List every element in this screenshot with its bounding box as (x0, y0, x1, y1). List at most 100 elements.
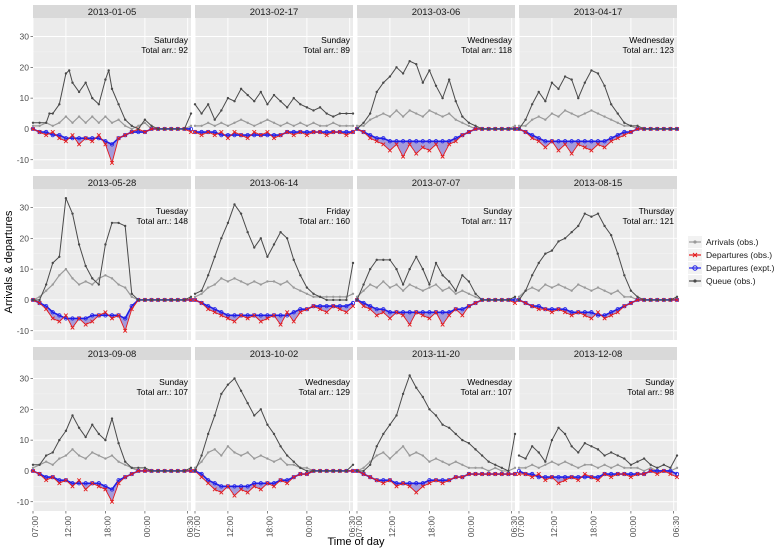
departures-expected-point (298, 307, 303, 312)
departures-expected-point (530, 304, 535, 309)
queue-point (292, 96, 295, 100)
queue-point (312, 292, 315, 295)
departures-expected-point (440, 139, 445, 144)
departures-expected-point (516, 468, 522, 474)
queue-point (408, 374, 411, 377)
departures-observed-point (407, 142, 412, 147)
queue-point (338, 469, 342, 473)
queue-point (253, 414, 256, 417)
departures-expected-point (628, 471, 634, 477)
arrivals-point (233, 451, 236, 454)
departures-expected-point (556, 139, 561, 144)
departures-expected-point (387, 310, 393, 315)
arrivals-point (272, 460, 276, 463)
departures-expected-point (562, 475, 568, 480)
queue-point (239, 389, 243, 393)
departures-observed-point (271, 484, 277, 489)
departures-observed-point (96, 132, 101, 138)
queue-point (325, 469, 328, 473)
queue-point (368, 463, 372, 466)
departures-observed-point (90, 481, 95, 486)
queue-point (474, 448, 477, 451)
arrivals-point (351, 124, 355, 128)
arrivals-point (362, 124, 365, 128)
departures-observed-point (523, 300, 528, 306)
departures-expected-point (212, 129, 217, 135)
queue-point (669, 298, 672, 302)
queue-point (544, 100, 547, 103)
departures-expected-point (129, 471, 134, 477)
arrivals-point (332, 295, 335, 299)
departures-observed-point (50, 474, 55, 480)
weekday-annotation: Saturday (154, 35, 189, 45)
arrivals-point (649, 466, 652, 470)
queue-point (64, 72, 68, 75)
queue-point (266, 255, 269, 258)
arrivals-point (279, 457, 282, 460)
arrivals-point (517, 466, 521, 470)
departures-observed-point (225, 484, 231, 489)
arrivals-point (220, 454, 223, 457)
queue-point (285, 237, 289, 240)
departures-expected-point (440, 478, 445, 483)
total-arrivals-annotation: Total arr.: 160 (298, 216, 350, 226)
departures-observed-point (530, 474, 535, 480)
departures-observed-point (460, 313, 465, 318)
departures-expected-point (668, 468, 673, 474)
departures-observed-point (304, 307, 310, 312)
departures-expected-point (427, 310, 432, 315)
arrivals-point (616, 121, 619, 124)
arrivals-point (467, 124, 471, 128)
arrivals-point (388, 115, 392, 118)
legend-label: Departures (obs.) (706, 250, 772, 260)
queue-point (590, 215, 593, 218)
queue-point (123, 118, 127, 121)
departures-expected-point (609, 136, 614, 141)
queue-point (200, 454, 203, 457)
departures-expected-point (433, 478, 439, 483)
facet-strip (519, 5, 677, 18)
departures-expected-point (344, 129, 349, 135)
departures-observed-point (232, 129, 237, 135)
departures-observed-point (414, 490, 419, 495)
queue-point (480, 454, 484, 457)
departures-expected-point (225, 133, 231, 138)
departures-expected-point (317, 304, 323, 309)
departures-expected-point (271, 313, 277, 318)
queue-point (137, 466, 140, 470)
departures-observed-point (83, 136, 88, 141)
queue-point (226, 383, 230, 386)
panel-background (33, 360, 191, 511)
departures-expected-point (37, 471, 42, 477)
arrivals-point (64, 267, 68, 271)
arrivals-point (537, 466, 540, 470)
departures-observed-point (407, 322, 412, 327)
departures-observed-point (615, 471, 620, 477)
queue-point (259, 237, 263, 240)
queue-point (609, 234, 613, 237)
departures-observed-point (433, 478, 439, 483)
departures-expected-point (212, 307, 217, 312)
departures-observed-point (374, 139, 379, 144)
queue-point (246, 401, 249, 405)
departures-observed-point (460, 132, 465, 138)
departures-observed-point (252, 484, 257, 489)
departures-expected-point (83, 481, 88, 486)
queue-point (206, 103, 210, 106)
departures-expected-point (387, 478, 393, 483)
departures-expected-point (291, 310, 296, 315)
arrivals-point (97, 121, 101, 124)
departures-observed-point (387, 478, 393, 483)
queue-point (428, 69, 431, 72)
arrivals-point (226, 445, 230, 448)
departures-observed-point (129, 307, 134, 312)
departures-observed-point (324, 310, 329, 315)
departures-observed-point (116, 481, 121, 486)
queue-point (623, 457, 626, 460)
arrivals-point (44, 289, 48, 292)
queue-point (669, 466, 672, 470)
departures-observed-point (622, 132, 627, 138)
queue-point (487, 460, 490, 463)
departures-expected-point (453, 136, 458, 141)
